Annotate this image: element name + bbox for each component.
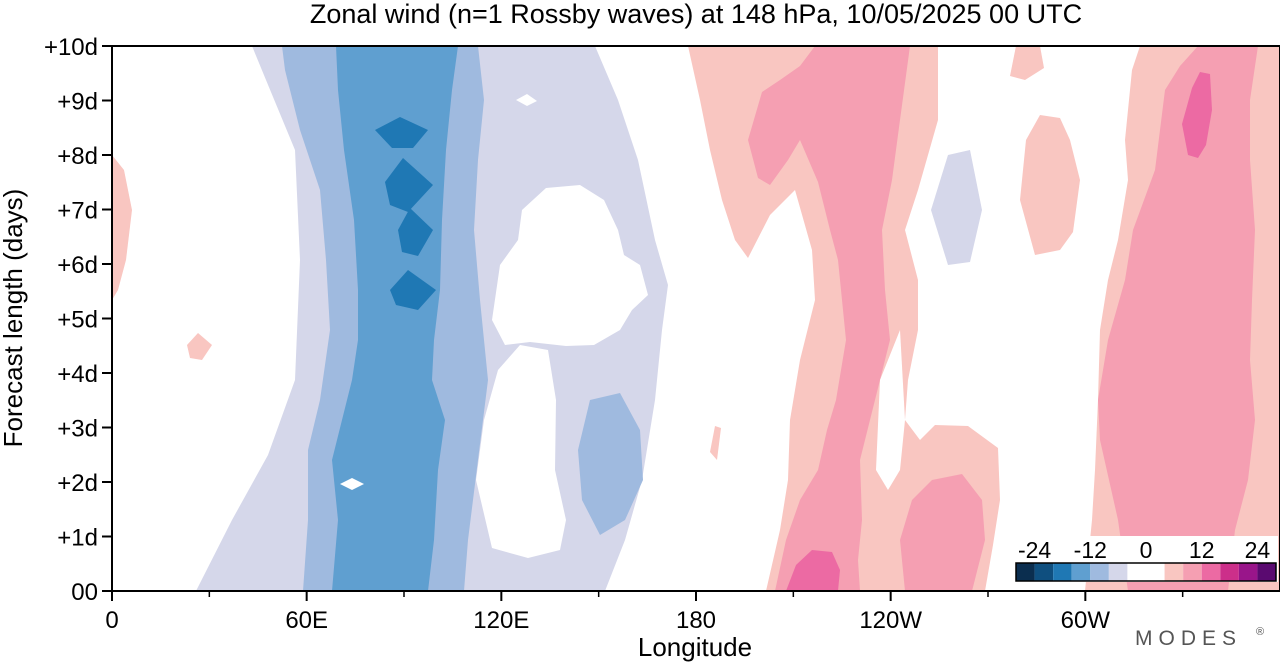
chart-title: Zonal wind (n=1 Rossby waves) at 148 hPa… <box>310 0 1082 29</box>
contour-pos-4-blob <box>1020 115 1080 255</box>
x-tick-label: 120E <box>473 607 529 634</box>
contour-neg-16-cell <box>394 486 426 532</box>
colorbar-swatch <box>1238 563 1258 581</box>
colorbar-label: -24 <box>1018 537 1051 563</box>
contour-zero-pocket <box>876 330 905 490</box>
contour-zero-pocket <box>476 345 566 558</box>
colorbar-swatch <box>1220 563 1239 581</box>
colorbar-swatch <box>1257 563 1276 581</box>
plot-area <box>112 46 1280 591</box>
y-tick-label: +10d <box>44 34 98 61</box>
x-axis: 0 60E 120E 180 120W 60W <box>105 591 1184 634</box>
contour-pos-8-central <box>748 46 910 591</box>
colorbar-swatch <box>1034 563 1054 581</box>
colorbar-label: 12 <box>1189 537 1215 563</box>
contour-neg-16-cell <box>394 418 428 478</box>
contour-neg-8-east <box>578 393 643 535</box>
contour-neg-16-cell <box>375 117 428 148</box>
colorbar-label: 24 <box>1245 537 1271 563</box>
colorbar-swatch <box>1127 563 1165 581</box>
contour-neg-16-cell <box>385 158 433 212</box>
contour-pos-8-east <box>1098 46 1258 591</box>
x-tick-label: 120W <box>859 607 922 634</box>
contour-pos-12-cell <box>786 550 840 591</box>
contour-zero-pocket <box>340 478 364 490</box>
contour-pos-4-blob <box>710 426 721 460</box>
y-tick-label: +2d <box>57 470 98 497</box>
contour-pos-8-sub <box>900 474 985 591</box>
colorbar-swatch <box>1183 563 1202 581</box>
colorbar-swatch <box>1108 563 1128 581</box>
contour-zero-pocket <box>492 185 648 346</box>
colorbar-label: -12 <box>1074 537 1107 563</box>
brand-logo: MODES ® <box>1135 626 1264 650</box>
y-tick-label: +5d <box>57 307 98 334</box>
y-tick-label: +9d <box>57 89 98 116</box>
y-axis-label: Forecast length (days) <box>0 189 28 448</box>
colorbar-swatch <box>1016 563 1035 581</box>
colorbar-frame <box>1015 562 1277 582</box>
y-tick-label: +4d <box>57 361 98 388</box>
contour-neg-16-cell <box>398 208 433 256</box>
colorbar-swatch <box>1071 563 1091 581</box>
colorbar-swatch <box>1164 563 1184 581</box>
contour-neg-16-cell <box>390 270 436 310</box>
contour-pos-4-west <box>112 155 132 300</box>
x-tick-label: 180 <box>676 607 716 634</box>
y-axis: 00 +1d +2d +3d +4d +5d +6d +7d +8d +9d +10d <box>44 34 112 606</box>
y-tick-label: +8d <box>57 143 98 170</box>
x-tick-label: 60E <box>285 607 328 634</box>
colorbar-legend: -24 -12 0 12 24 <box>1010 536 1278 582</box>
y-tick-label: +7d <box>57 198 98 225</box>
contour-pos-4-blob <box>187 333 212 360</box>
brand-text: MODES <box>1135 627 1242 650</box>
colorbar-swatch <box>1053 563 1072 581</box>
x-axis-label: Longitude <box>638 632 752 662</box>
colorbar-swatch <box>1090 563 1109 581</box>
brand-mark: ® <box>1256 626 1264 638</box>
y-tick-label: +3d <box>57 416 98 443</box>
colorbar-swatch <box>1201 563 1221 581</box>
y-tick-label: 00 <box>71 579 98 606</box>
x-tick-label: 60W <box>1061 607 1111 634</box>
contour-pos-12-cell <box>1182 72 1212 158</box>
contour-pos-4-blob <box>1010 46 1044 80</box>
x-tick-label: 0 <box>105 607 118 634</box>
y-tick-label: +6d <box>57 252 98 279</box>
contour-zero-pocket <box>516 94 537 106</box>
y-tick-label: +1d <box>57 525 98 552</box>
contour-neg-4-east <box>931 150 982 265</box>
colorbar-label: 0 <box>1140 537 1153 563</box>
